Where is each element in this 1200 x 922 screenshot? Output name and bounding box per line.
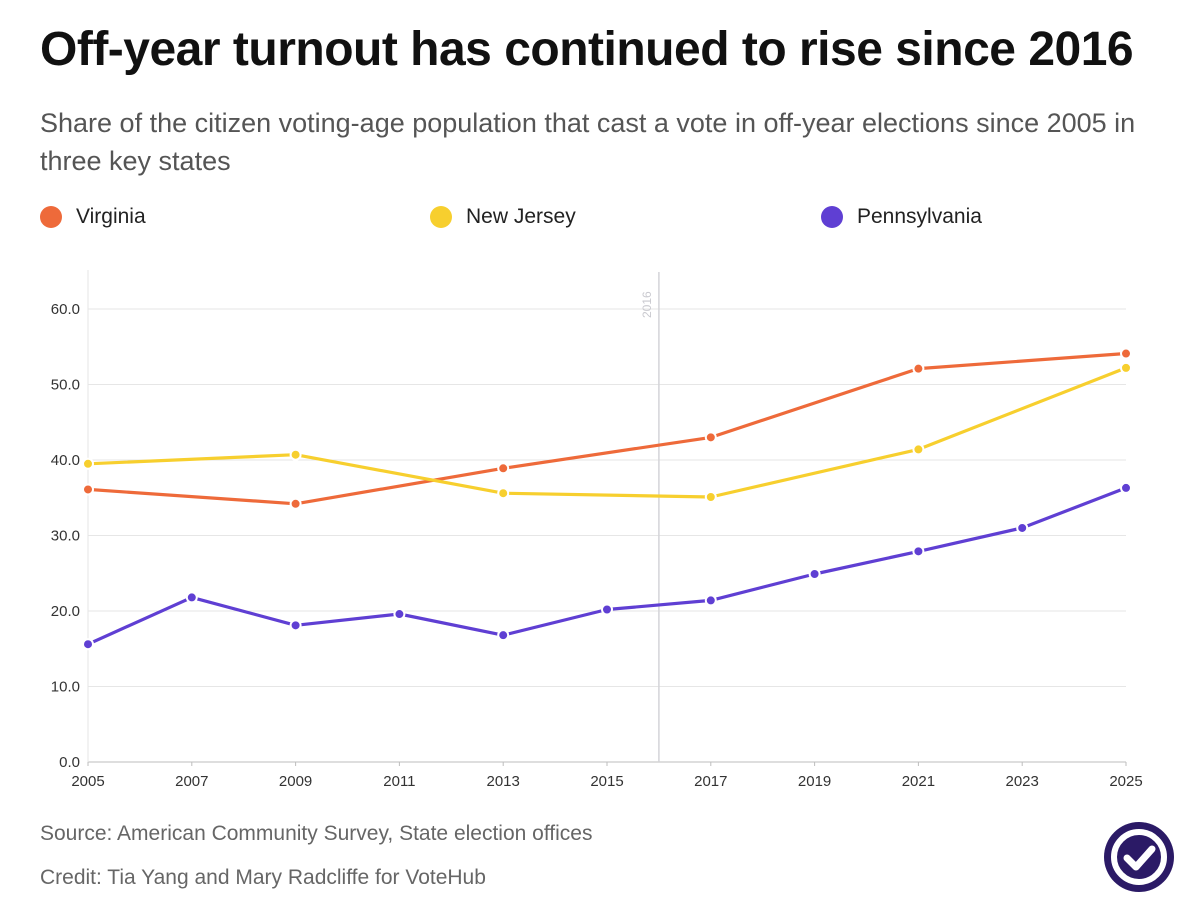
- point-new-jersey: [912, 443, 925, 456]
- point-pennsylvania: [393, 608, 406, 621]
- point-virginia: [497, 462, 510, 475]
- point-pennsylvania: [185, 591, 198, 604]
- legend-item-pennsylvania: Pennsylvania: [821, 205, 982, 229]
- reference-label-2016: 2016: [640, 291, 654, 318]
- point-virginia: [704, 431, 717, 444]
- x-tick-label: 2021: [902, 773, 935, 790]
- legend-swatch-pennsylvania: [821, 206, 843, 228]
- legend-item-virginia: Virginia: [40, 205, 146, 229]
- point-virginia: [1120, 347, 1132, 360]
- point-pennsylvania: [497, 629, 510, 642]
- legend: Virginia New Jersey Pennsylvania: [40, 205, 1160, 237]
- legend-swatch-virginia: [40, 206, 62, 228]
- y-tick-label: 0.0: [59, 754, 80, 771]
- y-tick-label: 60.0: [51, 301, 80, 318]
- point-virginia: [289, 497, 302, 510]
- chart-title: Off-year turnout has continued to rise s…: [40, 23, 1134, 76]
- point-virginia: [912, 362, 925, 375]
- point-pennsylvania: [704, 594, 717, 607]
- point-new-jersey: [1120, 361, 1132, 374]
- series-pennsylvania: [82, 481, 1132, 651]
- legend-item-new-jersey: New Jersey: [430, 205, 576, 229]
- line-virginia: [86, 351, 1128, 506]
- legend-swatch-new-jersey: [430, 206, 452, 228]
- point-pennsylvania: [808, 568, 821, 581]
- point-pennsylvania: [912, 545, 925, 558]
- x-tick-label: 2013: [487, 773, 520, 790]
- legend-label-new-jersey: New Jersey: [466, 205, 576, 228]
- line-pennsylvania: [86, 486, 1128, 646]
- x-tick-label: 2017: [694, 773, 727, 790]
- votehub-badge: [1104, 822, 1174, 892]
- y-tick-label: 30.0: [51, 528, 80, 545]
- x-tick-label: 2011: [383, 773, 415, 790]
- x-tick-label: 2005: [71, 773, 104, 790]
- point-pennsylvania: [601, 603, 613, 616]
- source-note: Source: American Community Survey, State…: [40, 822, 593, 845]
- credit-note: Credit: Tia Yang and Mary Radcliffe for …: [40, 866, 486, 889]
- legend-label-pennsylvania: Pennsylvania: [857, 205, 982, 228]
- x-tick-label: 2009: [279, 773, 312, 790]
- legend-label-virginia: Virginia: [76, 205, 146, 228]
- y-tick-label: 10.0: [51, 679, 80, 696]
- y-tick-label: 20.0: [51, 603, 80, 620]
- point-new-jersey: [289, 448, 302, 461]
- x-tick-label: 2019: [798, 773, 831, 790]
- x-tick-label: 2025: [1109, 773, 1142, 790]
- point-pennsylvania: [289, 619, 302, 632]
- point-pennsylvania: [1120, 481, 1132, 494]
- point-new-jersey: [704, 490, 717, 503]
- y-tick-label: 40.0: [51, 452, 80, 469]
- series-virginia: [82, 347, 1132, 510]
- point-new-jersey: [82, 457, 94, 470]
- line-new-jersey: [86, 366, 1128, 499]
- point-pennsylvania: [1016, 521, 1029, 534]
- point-pennsylvania: [82, 638, 94, 651]
- checkmark-icon: [1111, 829, 1167, 885]
- chart-subtitle: Share of the citizen voting-age populati…: [40, 108, 1136, 176]
- line-chart: 0.0 10.0 20.0 30.0 40.0 50.0 60.0 2005 2007 2009 2…: [51, 270, 1143, 790]
- point-new-jersey: [497, 487, 510, 500]
- x-tick-label: 2015: [590, 773, 623, 790]
- x-tick-label: 2023: [1006, 773, 1039, 790]
- x-tick-label: 2007: [175, 773, 208, 790]
- y-tick-label: 50.0: [51, 377, 80, 394]
- point-virginia: [82, 483, 94, 496]
- series-new-jersey: [82, 361, 1132, 503]
